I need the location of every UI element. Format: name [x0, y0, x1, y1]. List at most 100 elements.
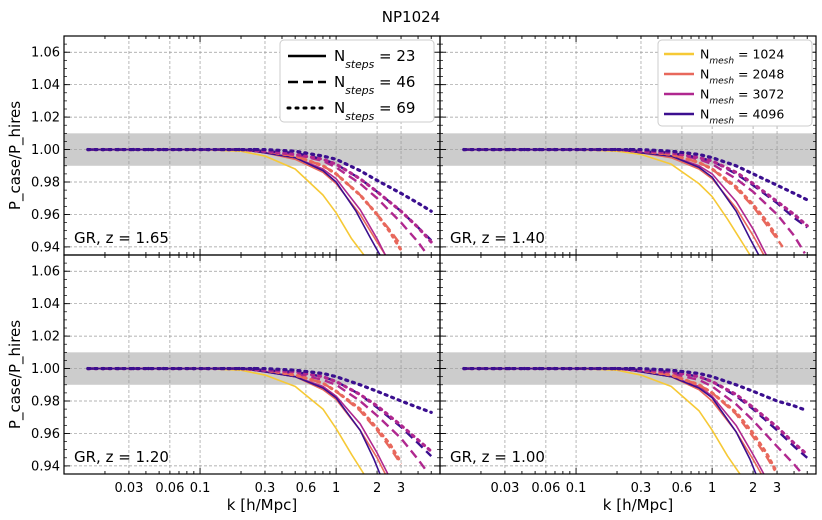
- panel-label: GR, z = 1.20: [74, 448, 169, 466]
- series-point: [462, 147, 466, 152]
- y-tick-label: 0.96: [31, 427, 60, 442]
- series-point: [507, 366, 511, 371]
- series-point: [537, 366, 542, 371]
- y-tick-label: 1.00: [31, 143, 60, 158]
- y-tick-label: 1.06: [31, 46, 60, 61]
- series-point: [116, 147, 120, 152]
- series-point: [252, 366, 256, 371]
- series-point: [492, 366, 496, 371]
- legend-mesh-label: Nmesh = 3072: [700, 87, 784, 107]
- series-point: [598, 147, 602, 152]
- x-tick-label: 0.6: [296, 481, 317, 496]
- series-point: [628, 366, 632, 371]
- y-tick-label: 1.06: [31, 265, 60, 280]
- x-tick-label: 0.03: [114, 481, 143, 496]
- series-point: [552, 366, 557, 371]
- series-point: [192, 366, 196, 371]
- series-point: [176, 366, 181, 371]
- x-tick-label: 0.06: [155, 481, 184, 496]
- series-point: [146, 147, 151, 152]
- y-tick-label: 0.94: [31, 459, 60, 474]
- legend-mesh-label: Nmesh = 2048: [700, 67, 784, 87]
- series-point: [101, 366, 105, 371]
- y-tick-label: 1.04: [31, 78, 60, 93]
- series-point: [207, 366, 211, 371]
- panel-2: GR, z = 1.40: [439, 35, 817, 256]
- series-point: [522, 147, 527, 152]
- series-point: [537, 147, 542, 152]
- series-group: [462, 147, 809, 255]
- series-point: [522, 366, 527, 371]
- series-line-mesh4096-steps69: [462, 147, 809, 202]
- series-point: [583, 366, 587, 371]
- series-point: [146, 366, 151, 371]
- series-group: [462, 366, 809, 474]
- series-point: [161, 366, 166, 371]
- y-tick-label: 1.02: [31, 111, 60, 126]
- y-tick-label: 0.98: [31, 176, 60, 191]
- figure-title: NP1024: [382, 8, 440, 26]
- series-line-mesh4096-steps69: [462, 366, 809, 413]
- legend-steps-label: Nsteps = 46: [334, 73, 415, 97]
- series-point: [116, 366, 120, 371]
- panel-4: 0.03 0.06 0.1 0.3 0.6 1 2 3 GR, z = 1.00: [439, 254, 817, 496]
- legend-mesh-box: [657, 39, 813, 127]
- series-point: [176, 147, 181, 152]
- panel-label: GR, z = 1.65: [74, 229, 169, 247]
- panel-1: 0.94 0.96 0.98 1.00 1.02 1.04 1.06 GR, z = 1.65: [31, 35, 441, 256]
- series-point: [237, 147, 241, 152]
- series-point: [477, 366, 481, 371]
- y-tick-label: 1.04: [31, 297, 60, 312]
- x-tick-label: 0.3: [255, 481, 276, 496]
- series-point: [462, 366, 466, 371]
- series-point: [207, 147, 211, 152]
- series-point: [101, 147, 105, 152]
- panels: 0.94 0.96 0.98 1.00 1.02 1.04 1.06 GR, z = 1.65…: [31, 35, 817, 496]
- y-axis-label-bottom: P_case/P_hires: [6, 320, 25, 429]
- legend-steps-label: Nsteps = 69: [334, 99, 415, 123]
- series-point: [568, 366, 572, 371]
- series-line-mesh4096-steps69: [86, 366, 433, 414]
- series-point: [237, 366, 241, 371]
- x-tick-label: 3: [397, 481, 405, 496]
- series-point: [583, 147, 587, 152]
- y-tick-label: 1.00: [31, 362, 60, 377]
- series-point: [252, 147, 256, 152]
- series-point: [613, 147, 617, 152]
- y-tick-label: 0.98: [31, 395, 60, 410]
- x-tick-label: 1: [708, 481, 716, 496]
- legend-mesh-label: Nmesh = 4096: [700, 107, 784, 127]
- panel-label: GR, z = 1.40: [450, 229, 545, 247]
- series-point: [507, 147, 511, 152]
- series-point: [222, 366, 226, 371]
- y-tick-label: 1.02: [31, 330, 60, 345]
- x-tick-label: 3: [773, 481, 781, 496]
- series-group: [86, 147, 433, 255]
- x-tick-label: 0.03: [490, 481, 519, 496]
- series-point: [131, 366, 135, 371]
- y-tick-label: 0.94: [31, 240, 60, 255]
- x-tick-label: 0.1: [566, 481, 587, 496]
- x-tick-label: 0.06: [531, 481, 560, 496]
- x-tick-label: 0.6: [672, 481, 693, 496]
- legend-mesh-label: Nmesh = 1024: [700, 47, 784, 67]
- x-tick-label: 2: [373, 481, 381, 496]
- legend-steps-label: Nsteps = 23: [334, 47, 415, 71]
- x-tick-label: 1: [332, 481, 340, 496]
- series-point: [568, 147, 572, 152]
- panel-3: 0.94 0.96 0.98 1.00 1.02 1.04 1.06 0.03 0.06 0.1 0…: [31, 254, 441, 496]
- series-point: [86, 366, 90, 371]
- series-point: [192, 147, 196, 152]
- x-axis-label-right: k [h/Mpc]: [603, 496, 673, 514]
- axes-frame: [439, 254, 817, 475]
- series-point: [628, 147, 632, 152]
- series-point: [552, 147, 557, 152]
- x-tick-label: 2: [749, 481, 757, 496]
- series-point: [161, 147, 166, 152]
- series-point: [477, 147, 481, 152]
- series-point: [222, 147, 226, 152]
- x-tick-label: 0.1: [190, 481, 211, 496]
